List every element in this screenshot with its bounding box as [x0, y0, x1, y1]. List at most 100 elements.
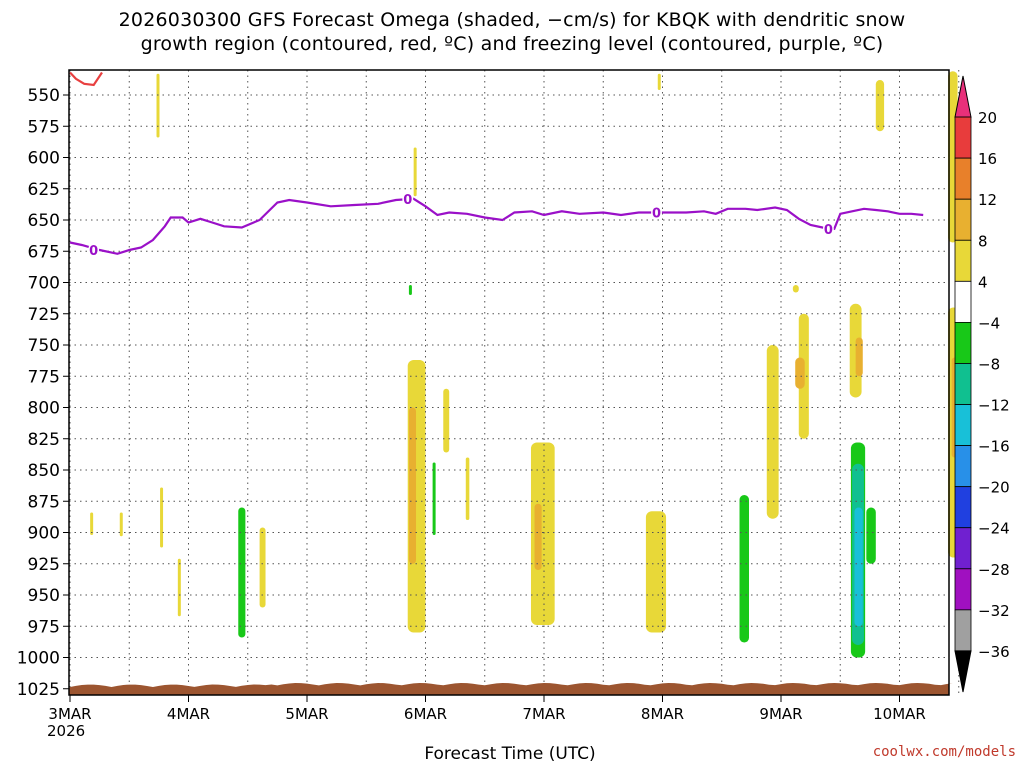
- y-tick-label: 925: [28, 555, 60, 575]
- y-tick-label: 750: [28, 336, 60, 356]
- x-tick-label: 9MAR: [759, 705, 802, 723]
- colorbar-swatch: [954, 198, 972, 241]
- omega-region: [739, 495, 750, 643]
- omega-regions: [90, 71, 959, 658]
- colorbar-swatch: [954, 157, 972, 200]
- x-tick-label: 3MAR: [48, 705, 91, 723]
- omega-region: [792, 285, 799, 293]
- colorbar-swatch: [954, 404, 972, 446]
- omega-region: [238, 507, 246, 638]
- colorbar-label: −4: [978, 314, 1000, 332]
- colorbar-label: 20: [978, 109, 997, 127]
- y-tick-label: 600: [28, 149, 60, 169]
- y-tick-label: 775: [28, 367, 60, 387]
- colorbar-bottom-arrow: [954, 650, 972, 693]
- omega-region: [855, 337, 863, 377]
- colorbar-swatch: [954, 609, 972, 652]
- y-tick-label: 950: [28, 586, 60, 606]
- colorbar-swatch: [954, 239, 972, 282]
- y-tick-label: 550: [28, 86, 60, 106]
- x-tick-label: 10MAR: [873, 705, 926, 723]
- colorbar-label: −28: [978, 561, 1010, 579]
- omega-region: [432, 462, 436, 535]
- colorbar-label: 12: [978, 191, 997, 209]
- y-tick-label: 900: [28, 524, 60, 544]
- colorbar-label: 8: [978, 232, 988, 250]
- colorbar-label: 4: [978, 273, 988, 291]
- colorbar-swatch: [954, 527, 972, 570]
- y-tick-label: 800: [28, 399, 60, 419]
- colorbar-label: −36: [978, 643, 1010, 661]
- omega-region: [408, 407, 417, 564]
- omega-region: [156, 73, 160, 138]
- omega-region: [90, 512, 94, 535]
- omega-region: [795, 357, 805, 389]
- plot-frame: [68, 69, 950, 696]
- x-tick-label: 6MAR: [404, 705, 447, 723]
- omega-region: [413, 147, 417, 197]
- y-tick-label: 975: [28, 617, 60, 637]
- omega-region: [645, 511, 667, 633]
- colorbar-swatch: [954, 486, 972, 529]
- y-tick-label: 650: [28, 211, 60, 231]
- colorbar-label: −16: [978, 438, 1010, 456]
- colorbar-label: −8: [978, 355, 1000, 373]
- omega-region: [766, 345, 779, 519]
- freezing-level-label: 0: [89, 244, 98, 259]
- y-tick-label: 575: [28, 117, 60, 137]
- x-tick-label: 4MAR: [167, 705, 210, 723]
- colorbar-swatch: [954, 116, 972, 159]
- omega-region: [443, 388, 450, 453]
- colorbar-label: −12: [978, 397, 1010, 415]
- contours: 0 0 0 0: [69, 71, 924, 261]
- colorbar-swatch: [954, 280, 972, 323]
- colorbar-swatch: [954, 321, 972, 364]
- omega-region: [530, 442, 555, 625]
- x-tick-label: 8MAR: [641, 705, 684, 723]
- colorbar: 20 16 12 8 4 −4 −8 −12 −16 −20 −24 −28 −32 −36: [954, 75, 1010, 693]
- omega-region: [534, 503, 542, 570]
- x-axis-label: Forecast Time (UTC): [424, 744, 596, 764]
- y-tick-label: 675: [28, 242, 60, 262]
- site-credit[interactable]: coolwx.com/models: [872, 744, 1016, 760]
- colorbar-swatch: [954, 445, 972, 488]
- colorbar-label: −20: [978, 479, 1010, 497]
- omega-region: [875, 80, 885, 132]
- omega-region: [854, 507, 863, 627]
- gridlines: [69, 70, 960, 695]
- dendritic-growth-line: [69, 71, 103, 87]
- y-tick-label: 1025: [17, 680, 60, 700]
- omega-region: [657, 73, 661, 90]
- x-year-label: 2026: [47, 722, 86, 740]
- x-tick-label: 5MAR: [285, 705, 328, 723]
- x-axis-ticks: 3MAR 4MAR 5MAR 6MAR 7MAR 8MAR 9MAR 10MAR: [48, 695, 926, 723]
- surface-terrain: [69, 683, 953, 695]
- colorbar-label: −32: [978, 602, 1010, 620]
- omega-region: [866, 507, 876, 564]
- colorbar-swatch: [954, 363, 972, 405]
- freezing-level-line: [69, 197, 924, 255]
- omega-region: [160, 487, 164, 548]
- chart-title: 2026030300 GFS Forecast Omega (shaded, −…: [118, 9, 906, 55]
- y-tick-label: 875: [28, 492, 60, 512]
- y-tick-label: 850: [28, 461, 60, 481]
- freezing-level-label: 0: [652, 207, 661, 222]
- omega-region: [408, 285, 412, 295]
- x-tick-label: 7MAR: [522, 705, 565, 723]
- y-tick-label: 1000: [17, 649, 60, 669]
- y-axis-ticks: 550 575 600 625 650 675 700 725 750 775 800 825 850 8…: [17, 86, 69, 700]
- colorbar-swatch: [954, 568, 972, 611]
- omega-region: [259, 527, 266, 608]
- colorbar-label: −24: [978, 520, 1010, 538]
- freezing-level-label: 0: [824, 223, 833, 238]
- y-tick-label: 825: [28, 430, 60, 450]
- y-tick-label: 625: [28, 180, 60, 200]
- omega-region: [465, 457, 470, 520]
- colorbar-label: 16: [978, 150, 997, 168]
- freezing-level-label: 0: [403, 193, 412, 208]
- y-tick-label: 725: [28, 305, 60, 325]
- terrain-fill: [69, 683, 953, 695]
- omega-region: [119, 512, 123, 537]
- y-tick-label: 700: [28, 274, 60, 294]
